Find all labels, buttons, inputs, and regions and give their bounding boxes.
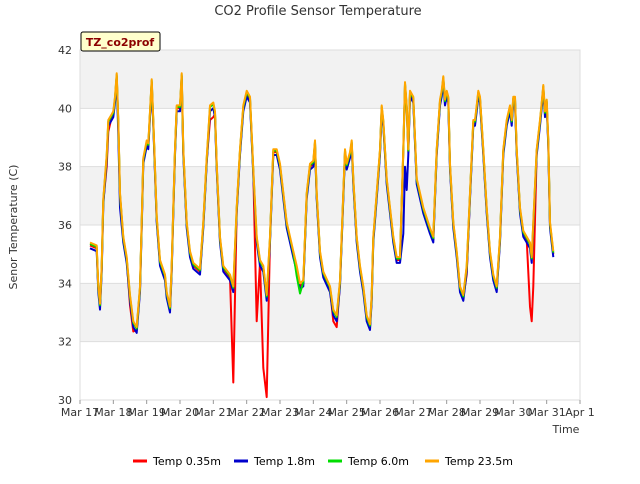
y-axis-label: Senor Temperature (C) <box>7 165 20 290</box>
x-tick-label: Mar 22 <box>228 406 266 419</box>
annotation-box: TZ_co2prof <box>80 31 161 52</box>
x-axis-label: Time <box>552 423 580 436</box>
x-tick-label: Mar 23 <box>261 406 299 419</box>
legend-label: Temp 6.0m <box>347 455 409 468</box>
y-axis: 30 32 34 36 38 40 42 <box>58 44 72 407</box>
legend-label: Temp 1.8m <box>253 455 315 468</box>
x-tick-label: Mar 30 <box>494 406 532 419</box>
x-tick-label: Mar 20 <box>161 406 199 419</box>
chart-title: CO2 Profile Sensor Temperature <box>214 4 421 19</box>
y-tick-label: 30 <box>58 394 72 407</box>
x-tick-label: Mar 29 <box>461 406 499 419</box>
x-tick-label: Apr 1 <box>565 406 595 419</box>
plot-band <box>80 50 580 109</box>
y-tick-label: 40 <box>58 102 72 115</box>
plot-band <box>80 225 580 284</box>
legend: Temp 0.35m Temp 1.8m Temp 6.0m Temp 23.5m <box>133 455 513 468</box>
plot-area-border <box>79 49 581 401</box>
plot-band <box>80 341 580 400</box>
plot-band <box>80 166 580 225</box>
x-tick-label: Mar 21 <box>194 406 232 419</box>
legend-label: Temp 0.35m <box>152 455 221 468</box>
y-tick-label: 34 <box>58 277 72 290</box>
x-tick-label: Mar 19 <box>128 406 166 419</box>
annotation-label: TZ_co2prof <box>86 36 155 49</box>
y-tick-label: 38 <box>58 161 72 174</box>
series-lines <box>89 72 555 399</box>
x-tick-label: Mar 27 <box>394 406 432 419</box>
annotation-box-background <box>80 31 161 52</box>
series-line <box>89 72 555 329</box>
plot-band <box>80 108 580 167</box>
x-tick-label: Mar 31 <box>528 406 566 419</box>
x-tick-label: Mar 26 <box>361 406 399 419</box>
y-tick-label: 42 <box>58 44 72 57</box>
legend-label: Temp 23.5m <box>444 455 513 468</box>
y-tick-label: 32 <box>58 336 72 349</box>
x-tick-label: Mar 17 <box>61 406 99 419</box>
x-tick-label: Mar 28 <box>428 406 466 419</box>
x-tick-label: Mar 18 <box>94 406 132 419</box>
x-tick-label: Mar 25 <box>328 406 366 419</box>
x-tick-label: Mar 24 <box>294 406 332 419</box>
y-tick-label: 36 <box>58 219 72 232</box>
